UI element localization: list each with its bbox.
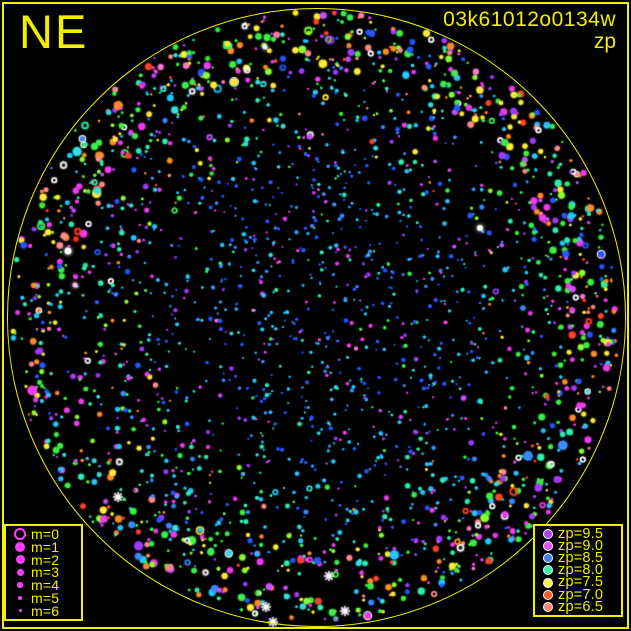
legend-row: zp=8.5 xyxy=(538,550,618,567)
legend-label: m=0 xyxy=(31,526,60,543)
legend-label: m=3 xyxy=(31,564,60,581)
legend-row: m=1 xyxy=(9,539,78,556)
legend-row: zp=6.5 xyxy=(538,598,618,615)
legend-row: m=4 xyxy=(9,577,78,594)
open-circle-marker xyxy=(14,528,26,541)
magnitude-dot-marker xyxy=(18,609,22,613)
legend-label: zp=6.5 xyxy=(558,598,604,615)
legend-label: zp=8.0 xyxy=(558,562,604,579)
legend-row: m=5 xyxy=(9,589,78,606)
orientation-label: NE xyxy=(19,5,89,58)
zp-dot-marker xyxy=(543,529,553,540)
legend-marker-cell xyxy=(9,609,31,613)
legend-row: zp=8.0 xyxy=(538,562,618,579)
legend-marker-cell xyxy=(538,529,558,540)
legend-marker-cell xyxy=(538,565,558,576)
legend-row: zp=7.0 xyxy=(538,586,618,603)
zp-dot-marker xyxy=(543,601,553,612)
field-boundary-circle xyxy=(7,7,626,627)
legend-label: m=6 xyxy=(31,602,60,619)
legend-label: m=4 xyxy=(31,577,60,594)
legend-marker-cell xyxy=(538,589,558,600)
legend-label: m=1 xyxy=(31,539,60,556)
legend-row: m=0 xyxy=(9,526,78,543)
magnitude-dot-marker xyxy=(16,568,24,576)
legend-row: m=2 xyxy=(9,551,78,568)
zp-dot-marker xyxy=(543,565,553,576)
plot-title: 03k61012o0134w xyxy=(443,8,616,31)
zp-color-legend: zp=9.5 zp=9.0 zp=8.5 zp=8.0 zp=7.5 zp=7.0 zp=6… xyxy=(533,524,623,617)
legend-label: zp=8.5 xyxy=(558,550,604,567)
legend-marker-cell xyxy=(538,577,558,588)
zp-dot-marker xyxy=(543,589,553,600)
magnitude-dot-marker xyxy=(15,542,25,553)
legend-row: m=3 xyxy=(9,564,78,581)
zp-dot-marker xyxy=(543,541,553,552)
legend-marker-cell xyxy=(9,555,31,565)
legend-row: m=6 xyxy=(9,602,78,619)
legend-marker-cell xyxy=(9,595,31,601)
legend-marker-cell xyxy=(538,553,558,564)
legend-label: zp=9.0 xyxy=(558,537,604,554)
legend-label: zp=9.5 xyxy=(558,525,604,542)
legend-row: zp=9.5 xyxy=(538,525,618,542)
legend-label: zp=7.5 xyxy=(558,574,604,591)
legend-label: m=2 xyxy=(31,551,60,568)
legend-marker-cell xyxy=(538,541,558,552)
legend-row: zp=9.0 xyxy=(538,537,618,554)
magnitude-legend: m=0 m=1 m=2 m=3 m=4 m=5 m=6 xyxy=(4,524,83,621)
zp-dot-marker xyxy=(543,577,553,588)
legend-label: m=5 xyxy=(31,589,60,606)
legend-row: zp=7.5 xyxy=(538,574,618,591)
zp-dot-marker xyxy=(543,553,553,564)
legend-marker-cell xyxy=(9,582,31,588)
magnitude-dot-marker xyxy=(15,555,25,565)
legend-marker-cell xyxy=(9,568,31,576)
magnitude-dot-marker xyxy=(17,595,23,601)
legend-marker-cell xyxy=(9,528,31,541)
legend-marker-cell xyxy=(9,542,31,553)
legend-marker-cell xyxy=(538,601,558,612)
quantity-label: zp xyxy=(593,30,616,53)
legend-label: zp=7.0 xyxy=(558,586,604,603)
magnitude-dot-marker xyxy=(17,582,23,588)
